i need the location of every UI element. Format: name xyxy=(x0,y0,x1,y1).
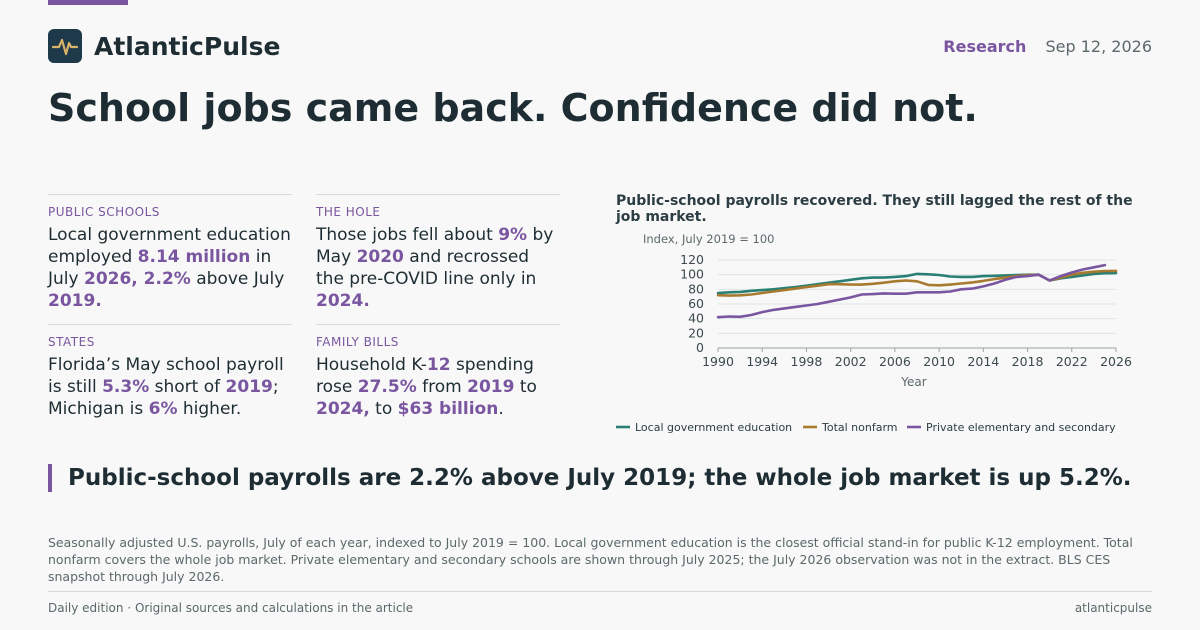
stat-highlight: 6% xyxy=(148,399,178,419)
y-tick-label: 80 xyxy=(688,281,704,296)
stat-highlight: 2026, 2.2% xyxy=(83,269,191,289)
x-tick-label: 2014 xyxy=(967,354,999,369)
header-meta: Research Sep 12, 2026 xyxy=(943,37,1152,56)
stat-highlight: 27.5% xyxy=(357,377,417,397)
y-tick-label: 40 xyxy=(688,311,704,326)
stat-text: . xyxy=(498,399,504,419)
stat-highlight: 2024, xyxy=(316,399,370,419)
stat-text: and recrossed the pre-COVID line only in xyxy=(316,247,537,289)
stat-highlight: 2020 xyxy=(356,247,404,267)
stat-text: from xyxy=(416,377,468,397)
y-axis-label: Index, July 2019 = 100 xyxy=(643,232,774,246)
stat-text: by May xyxy=(316,225,554,267)
y-tick-label: 60 xyxy=(688,296,704,311)
pull-quote: Public-school payrolls are 2.2% above Ju… xyxy=(48,464,1138,492)
x-tick-label: 2006 xyxy=(879,354,911,369)
stat-highlight: 8.14 million xyxy=(137,247,251,267)
y-tick-label: 0 xyxy=(696,340,704,355)
stat-text: Those jobs fell about xyxy=(316,225,499,245)
stat-highlight: $63 billion xyxy=(397,399,499,419)
stat-public-schools: PUBLIC SCHOOLS Local government educatio… xyxy=(48,194,292,312)
page-title: School jobs came back. Confidence did no… xyxy=(48,86,978,130)
stat-highlight: 12 xyxy=(426,355,451,375)
x-tick-label: 1998 xyxy=(791,354,823,369)
stat-text: higher. xyxy=(177,399,242,419)
stat-text: ; Michigan is xyxy=(48,377,279,419)
stat-text: spending rose xyxy=(316,355,534,397)
stat-text: in July xyxy=(48,247,272,289)
legend-label: Total nonfarm xyxy=(821,421,898,434)
y-tick-label: 20 xyxy=(688,325,704,340)
legend-label: Private elementary and secondary xyxy=(926,421,1116,434)
stat-highlight: 2024. xyxy=(316,291,370,311)
stat-highlight: 9% xyxy=(498,225,528,245)
stat-states: STATES Florida’s May school payroll is s… xyxy=(48,324,292,420)
pulse-wave-icon xyxy=(48,29,82,63)
x-tick-label: 2022 xyxy=(1056,354,1088,369)
stat-label: STATES xyxy=(48,335,95,349)
stat-highlight: 2019. xyxy=(48,291,102,311)
stat-label: FAMILY BILLS xyxy=(316,335,399,349)
footer: Daily edition · Original sources and cal… xyxy=(48,591,1152,615)
stat-highlight: 2019 xyxy=(225,377,273,397)
brand-name[interactable]: AtlanticPulse xyxy=(94,32,281,61)
stat-label: PUBLIC SCHOOLS xyxy=(48,205,160,219)
x-tick-label: 2010 xyxy=(923,354,955,369)
footer-left: Daily edition · Original sources and cal… xyxy=(48,601,414,615)
footer-right[interactable]: atlanticpulse xyxy=(1074,601,1152,615)
x-tick-label: 2018 xyxy=(1012,354,1044,369)
stat-family-bills: FAMILY BILLS Household K-12 spending ros… xyxy=(316,324,560,420)
stat-text: Household K- xyxy=(316,355,427,375)
section-link[interactable]: Research xyxy=(943,37,1027,56)
stat-text: Florida’s May school payroll is still xyxy=(48,355,284,397)
x-tick-label: 1994 xyxy=(746,354,778,369)
x-tick-label: 2026 xyxy=(1100,354,1132,369)
stat-body: Those jobs fell about 9% by May 2020 and… xyxy=(316,224,560,312)
series-line-2 xyxy=(716,263,1107,319)
legend-label: Local government education xyxy=(635,421,792,434)
x-tick-label: 1990 xyxy=(702,354,734,369)
stat-body: Household K-12 spending rose 27.5% from … xyxy=(316,354,560,420)
publish-date: Sep 12, 2026 xyxy=(1045,37,1153,56)
stat-body: Florida’s May school payroll is still 5.… xyxy=(48,354,292,420)
stat-body: Local government education employed 8.14… xyxy=(48,224,292,312)
y-tick-label: 120 xyxy=(680,252,704,267)
chart-title: Public-school payrolls recovered. They s… xyxy=(616,193,1133,225)
x-axis-label: Year xyxy=(900,375,926,389)
y-tick-label: 100 xyxy=(680,267,704,282)
methodology-note: Seasonally adjusted U.S. payrolls, July … xyxy=(48,535,1133,584)
accent-bar xyxy=(48,0,128,5)
stat-text: above July xyxy=(190,269,285,289)
stat-label: THE HOLE xyxy=(316,205,381,219)
stat-text: Local government education employed xyxy=(48,225,291,267)
stat-text: short of xyxy=(149,377,226,397)
stat-highlight: 5.3% xyxy=(102,377,150,397)
stat-the-hole: THE HOLE Those jobs fell about 9% by May… xyxy=(316,194,560,312)
x-tick-label: 2002 xyxy=(835,354,867,369)
stat-text: to xyxy=(369,399,398,419)
stat-highlight: 2019 xyxy=(467,377,515,397)
stat-text: to xyxy=(514,377,537,397)
